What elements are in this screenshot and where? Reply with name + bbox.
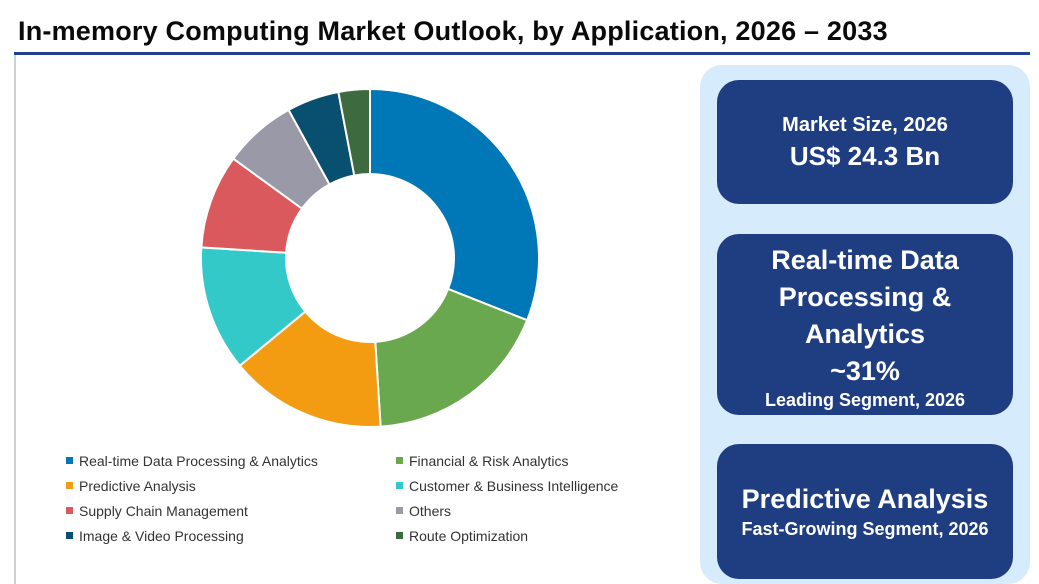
title-divider: [14, 52, 1030, 55]
legend-item-others: Others: [396, 501, 686, 520]
donut-svg: [200, 87, 540, 429]
slice-financial-risk-analytics: [374, 287, 529, 428]
legend-label: Predictive Analysis: [79, 477, 196, 494]
legend-swatch: [66, 532, 73, 539]
legend-label: Financial & Risk Analytics: [409, 452, 569, 469]
legend-item-customer-business-intelligence: Customer & Business Intelligence: [396, 476, 686, 495]
legend-label: Route Optimization: [409, 527, 529, 544]
fastest-segment-card: Predictive Analysis Fast-Growing Segment…: [717, 444, 1013, 579]
left-border: [14, 55, 16, 584]
legend-label: Real-time Data Processing & Analytics: [79, 452, 318, 469]
legend-swatch: [66, 482, 73, 489]
legend-item-predictive-analysis: Predictive Analysis: [66, 476, 396, 495]
legend-swatch: [396, 482, 403, 489]
legend-item-financial-risk-analytics: Financial & Risk Analytics: [396, 451, 686, 470]
slice-route-optimization: [337, 87, 371, 177]
legend-swatch: [66, 507, 73, 514]
donut-chart: [180, 70, 560, 450]
market-size-value: US$ 24.3 Bn: [789, 141, 941, 171]
slice-real-time-data-processing-analytics: [369, 87, 540, 322]
leading-segment-card: Real-time Data Processing & Analytics ~3…: [717, 234, 1013, 415]
legend-item-real-time-data-processing-analytics: Real-time Data Processing & Analytics: [66, 451, 396, 470]
market-size-label: Market Size, 2026: [782, 114, 948, 136]
leading-segment-share: ~31%: [830, 356, 900, 386]
legend-label: Supply Chain Management: [79, 502, 248, 519]
leading-segment-caption: Leading Segment, 2026: [764, 390, 966, 410]
leading-segment-name: Real-time Data Processing & Analytics: [771, 245, 959, 349]
legend-swatch: [66, 457, 73, 464]
legend-swatch: [396, 532, 403, 539]
legend-item-route-optimization: Route Optimization: [396, 526, 686, 545]
legend-label: Others: [409, 502, 452, 519]
chart-legend: Real-time Data Processing & Analytics Fin…: [66, 451, 686, 545]
legend-item-image-video-processing: Image & Video Processing: [66, 526, 396, 545]
market-size-card: Market Size, 2026 US$ 24.3 Bn: [717, 80, 1013, 204]
page-title: In-memory Computing Market Outlook, by A…: [18, 16, 888, 46]
legend-item-supply-chain-management: Supply Chain Management: [66, 501, 396, 520]
legend-label: Image & Video Processing: [79, 527, 244, 544]
legend-label: Customer & Business Intelligence: [409, 477, 619, 494]
legend-swatch: [396, 507, 403, 514]
legend-swatch: [396, 457, 403, 464]
fastest-segment-name: Predictive Analysis: [741, 483, 989, 514]
fastest-segment-caption: Fast-Growing Segment, 2026: [741, 518, 989, 539]
